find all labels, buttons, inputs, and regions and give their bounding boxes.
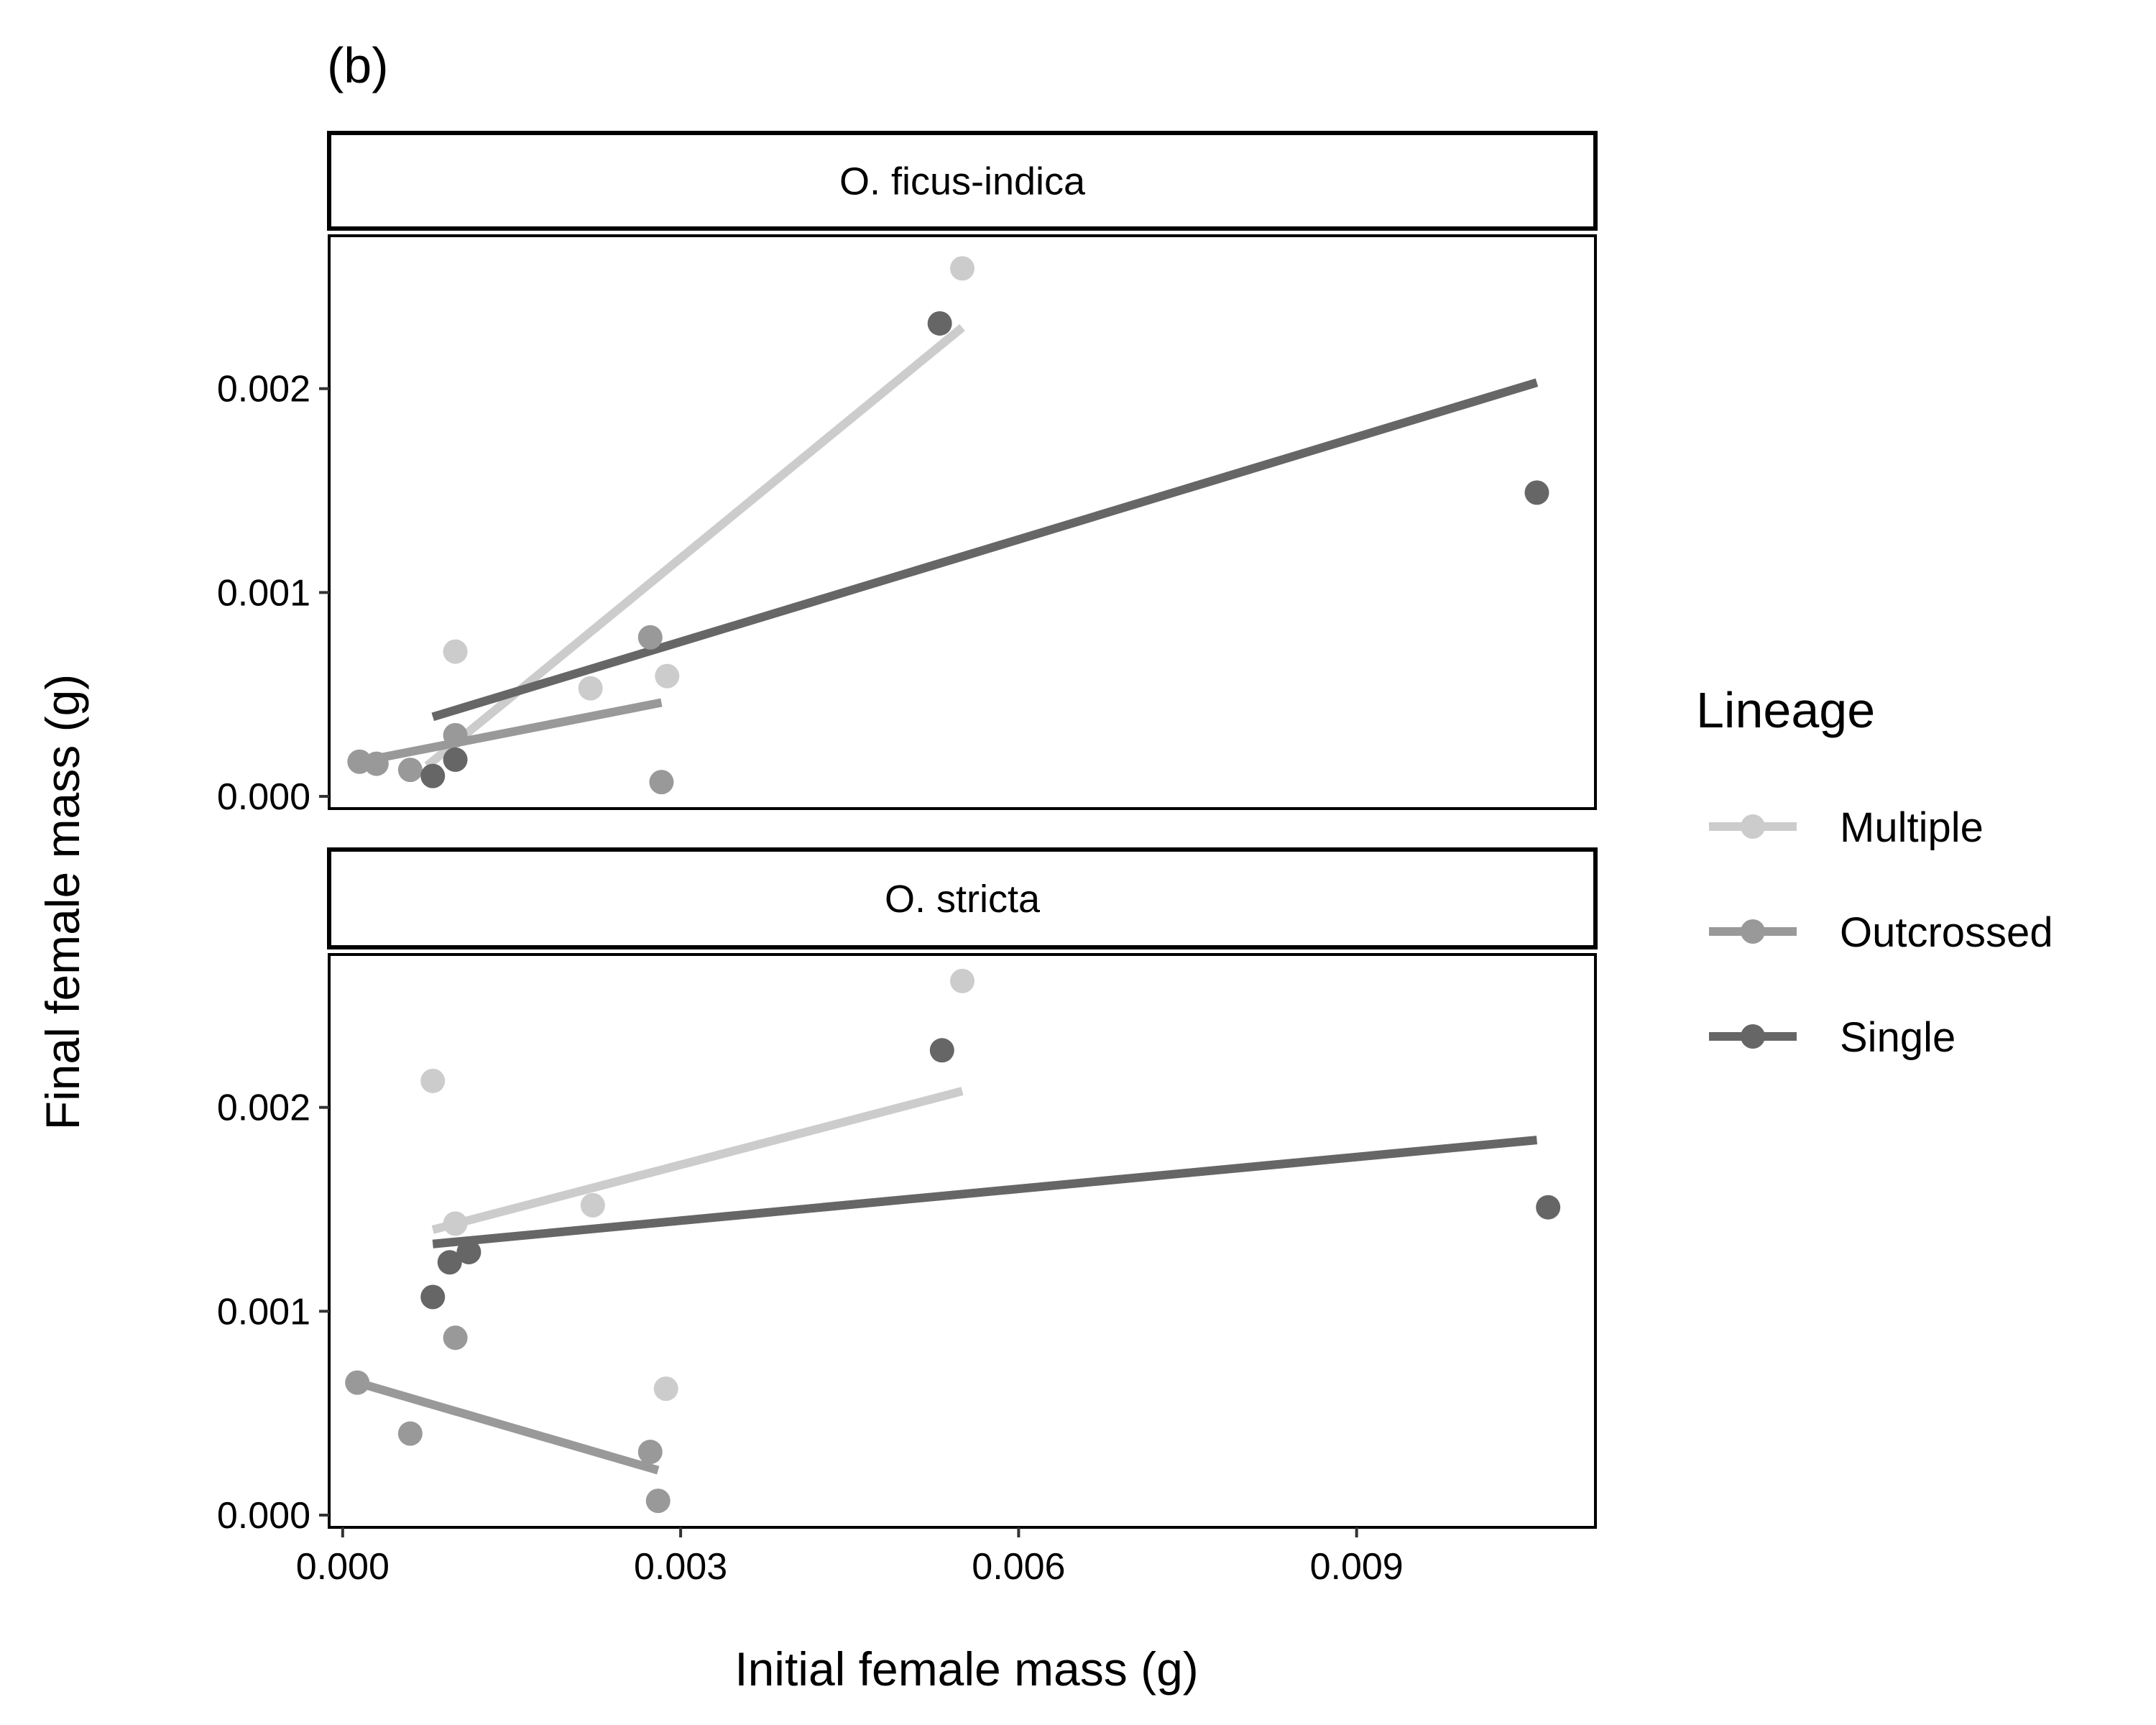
data-point-outcrossed <box>397 758 423 783</box>
fit-line-multiple <box>424 323 965 770</box>
data-point-outcrossed <box>645 1489 671 1514</box>
data-point-multiple <box>653 1376 678 1402</box>
facet-strip <box>327 847 1598 949</box>
data-point-outcrossed <box>637 625 663 650</box>
data-point-single <box>1524 480 1549 505</box>
y-tick-label: 0.001 <box>217 1291 310 1333</box>
facet-strip-label: O. ficus-indica <box>839 160 1086 203</box>
legend-label: Outcrossed <box>1840 909 2053 956</box>
data-point-multiple <box>655 663 680 689</box>
legend-title: Lineage <box>1696 682 1875 738</box>
x-axis: 0.000 0.003 0.006 0.009 <box>296 1527 1404 1588</box>
fit-line-multiple <box>431 1087 964 1234</box>
data-point-multiple <box>443 1211 468 1236</box>
data-point-outcrossed <box>637 1440 663 1465</box>
data-point-multiple <box>950 968 975 993</box>
data-point-single <box>1536 1195 1561 1220</box>
data-point-outcrossed <box>345 1370 370 1395</box>
data-point-multiple <box>420 1068 446 1093</box>
x-tick-label: 0.009 <box>1310 1546 1404 1588</box>
legend-label: Single <box>1840 1014 1955 1061</box>
data-point-multiple <box>580 1192 605 1218</box>
y-tick-label: 0.002 <box>217 369 310 410</box>
data-point-outcrossed <box>443 722 468 748</box>
data-point-outcrossed <box>364 751 389 776</box>
panel-border <box>328 234 1597 810</box>
data-point-single <box>929 1038 954 1063</box>
legend-key-point <box>1741 814 1765 839</box>
panel-border <box>328 953 1597 1529</box>
fit-line-outcrossed <box>359 698 663 766</box>
legend-key-point <box>1741 919 1765 944</box>
data-point-single <box>420 763 446 788</box>
legend: Lineage Multiple Outcrossed Single <box>1696 682 2053 1061</box>
data-point-outcrossed <box>649 770 674 795</box>
x-tick-label: 0.006 <box>972 1546 1065 1588</box>
x-tick-label: 0.000 <box>296 1546 390 1588</box>
legend-label: Multiple <box>1840 804 1984 851</box>
data-point-single <box>443 747 468 772</box>
panel-tag: (b) <box>327 37 389 93</box>
data-point-multiple <box>443 639 468 664</box>
data-point-single <box>420 1284 446 1310</box>
data-point-single <box>437 1250 462 1275</box>
data-point-outcrossed <box>397 1421 423 1446</box>
data-point-multiple <box>950 256 975 281</box>
fit-line-outcrossed <box>356 1378 660 1475</box>
fit-line-single <box>431 378 1539 722</box>
x-tick-label: 0.003 <box>634 1546 727 1588</box>
y-tick-label: 0.000 <box>217 776 310 818</box>
x-axis-title: Initial female mass (g) <box>734 1642 1199 1696</box>
legend-key-point <box>1741 1024 1765 1049</box>
legend-items: Multiple Outcrossed Single <box>1709 804 2053 1061</box>
y-tick-label: 0.002 <box>217 1087 310 1129</box>
data-point-outcrossed <box>443 1325 468 1351</box>
y-tick-label: 0.000 <box>217 1495 310 1537</box>
facet-strip-label: O. stricta <box>885 878 1041 921</box>
data-point-single <box>456 1240 482 1265</box>
data-point-single <box>927 310 952 336</box>
data-point-multiple <box>578 676 603 701</box>
y-axis-title: Final female mass (g) <box>36 674 89 1131</box>
fit-line-single <box>432 1136 1538 1248</box>
facet-panel: O. stricta 0.000 0.001 0.002 <box>217 847 1598 1537</box>
facet-panel: O. ficus-indica 0.000 0.001 0.002 <box>217 131 1598 818</box>
facet-strip <box>327 131 1598 231</box>
y-tick-label: 0.001 <box>217 572 310 614</box>
